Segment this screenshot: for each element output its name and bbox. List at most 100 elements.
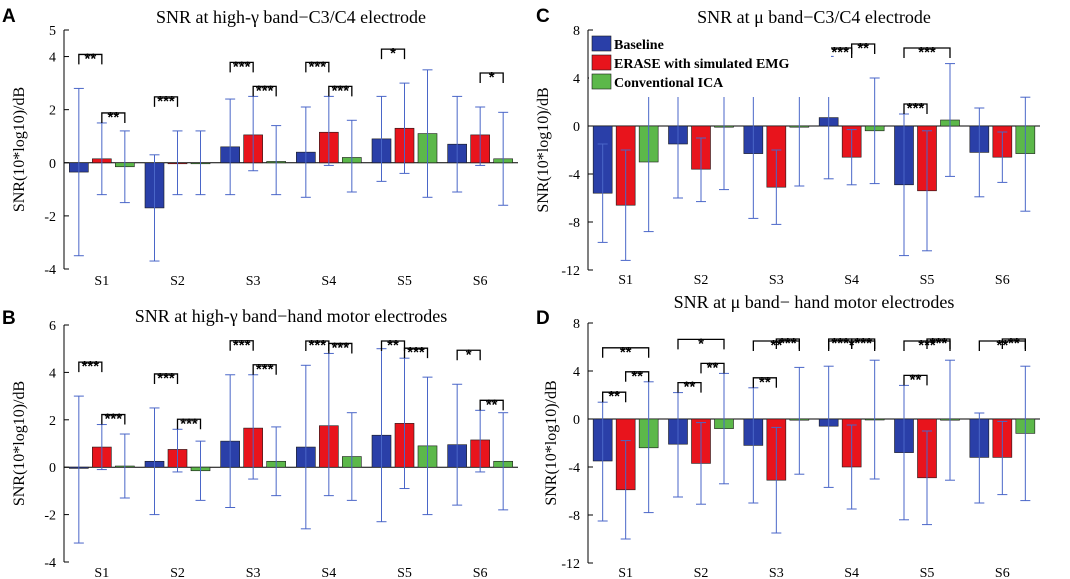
x-tick-label: S5 xyxy=(920,566,935,579)
x-tick-label: S4 xyxy=(844,566,859,579)
significance-label: ** xyxy=(631,368,643,385)
legend-swatch xyxy=(591,35,612,52)
significance-bracket xyxy=(903,103,928,114)
significance-label: *** xyxy=(82,358,100,375)
significance-label: * xyxy=(466,346,472,363)
y-tick-label: 4 xyxy=(49,366,56,381)
y-tick-label: -4 xyxy=(568,168,580,183)
legend-swatch xyxy=(591,73,612,90)
significance-bracket xyxy=(625,371,650,382)
y-tick-label: 0 xyxy=(49,157,56,172)
significance-bracket xyxy=(456,349,481,361)
significance-label: ** xyxy=(1008,335,1020,352)
significance-bracket xyxy=(252,85,277,97)
significance-bracket xyxy=(153,96,179,107)
x-tick-label: S3 xyxy=(769,273,784,288)
significance-label: *** xyxy=(256,82,274,99)
y-axis-label: SNR(10*log10)/dB xyxy=(11,381,28,506)
significance-bracket xyxy=(602,347,650,358)
significance-label: *** xyxy=(309,337,327,354)
significance-label: *** xyxy=(157,93,175,110)
significance-label: *** xyxy=(831,335,849,352)
x-tick-label: S3 xyxy=(246,274,261,289)
x-tick-label: S5 xyxy=(920,273,935,288)
significance-label: ** xyxy=(759,374,771,391)
significance-label: *** xyxy=(407,344,425,361)
significance-label: *** xyxy=(309,58,327,75)
panel-label: B xyxy=(2,308,16,329)
significance-label: *** xyxy=(907,100,925,117)
significance-bracket xyxy=(479,399,504,411)
significance-label: * xyxy=(390,45,396,62)
legend-box xyxy=(589,31,831,97)
y-tick-label: -8 xyxy=(568,216,580,231)
x-tick-label: S2 xyxy=(694,566,709,579)
y-tick-label: -2 xyxy=(44,509,56,524)
significance-bracket xyxy=(229,340,254,351)
panel-label: D xyxy=(536,308,550,329)
significance-bracket xyxy=(78,53,103,65)
y-axis-label: SNR(10*log10)/dB xyxy=(11,87,28,212)
y-axis-label: SNR(10*log10)/dB xyxy=(543,380,560,505)
significance-label: *** xyxy=(105,411,123,428)
x-tick-label: S1 xyxy=(618,566,633,579)
significance-label: ** xyxy=(707,359,719,376)
significance-bracket xyxy=(78,361,103,373)
significance-bracket xyxy=(752,377,777,388)
x-tick-label: S2 xyxy=(170,274,185,289)
significance-bracket xyxy=(775,338,800,349)
x-tick-label: S5 xyxy=(397,274,412,289)
legend-swatch xyxy=(591,54,612,71)
significance-label: ** xyxy=(684,379,696,396)
y-tick-label: -12 xyxy=(561,557,580,572)
x-tick-label: S6 xyxy=(995,273,1010,288)
significance-label: ** xyxy=(486,396,498,413)
chart-title: SNR at high-γ band−hand motor electrodes xyxy=(135,306,448,326)
x-tick-label: S2 xyxy=(170,566,185,579)
significance-label: *** xyxy=(831,44,849,61)
significance-label: *** xyxy=(930,335,948,352)
y-tick-label: 5 xyxy=(49,24,56,39)
x-tick-label: S4 xyxy=(321,566,336,579)
x-tick-label: S1 xyxy=(618,273,633,288)
significance-bracket xyxy=(851,43,876,54)
significance-label: ** xyxy=(910,371,922,388)
significance-label: *** xyxy=(256,361,274,378)
significance-label: ** xyxy=(387,337,399,354)
panel-b: B SNR at high-γ band−hand motor electrode… xyxy=(2,306,518,579)
significance-bracket xyxy=(380,48,406,60)
significance-bracket xyxy=(380,340,406,351)
significance-label: * xyxy=(698,335,704,352)
significance-label: ** xyxy=(857,40,869,57)
panel-d: D SNR at μ band− hand motor electrodes SNR… xyxy=(536,292,1040,579)
significance-bracket xyxy=(1001,338,1026,349)
y-tick-label: 4 xyxy=(573,72,580,87)
y-tick-label: 0 xyxy=(49,461,56,476)
significance-label: *** xyxy=(332,339,350,356)
chart-title: SNR at high-γ band−C3/C4 electrode xyxy=(156,7,426,27)
significance-label: * xyxy=(489,69,495,86)
x-tick-label: S6 xyxy=(473,274,488,289)
significance-bracket xyxy=(851,338,876,349)
significance-bracket xyxy=(101,112,126,123)
significance-bracket xyxy=(153,373,179,384)
x-tick-label: S1 xyxy=(94,274,109,289)
panel-label: C xyxy=(536,6,550,27)
significance-label: *** xyxy=(233,337,251,354)
significance-bracket xyxy=(328,342,353,354)
significance-bracket xyxy=(305,61,330,73)
chart-title: SNR at μ band−C3/C4 electrode xyxy=(697,7,931,27)
x-tick-label: S3 xyxy=(246,566,261,579)
significance-label: *** xyxy=(180,415,198,432)
x-tick-label: S1 xyxy=(94,566,109,579)
x-tick-label: S2 xyxy=(694,273,709,288)
x-tick-label: S6 xyxy=(473,566,488,579)
y-tick-label: 6 xyxy=(49,319,56,334)
y-tick-label: 4 xyxy=(573,365,580,380)
y-tick-label: 4 xyxy=(49,51,56,66)
x-tick-label: S6 xyxy=(995,566,1010,579)
panel-label: A xyxy=(2,6,16,27)
significance-bracket xyxy=(229,61,254,73)
significance-bracket xyxy=(903,374,928,386)
